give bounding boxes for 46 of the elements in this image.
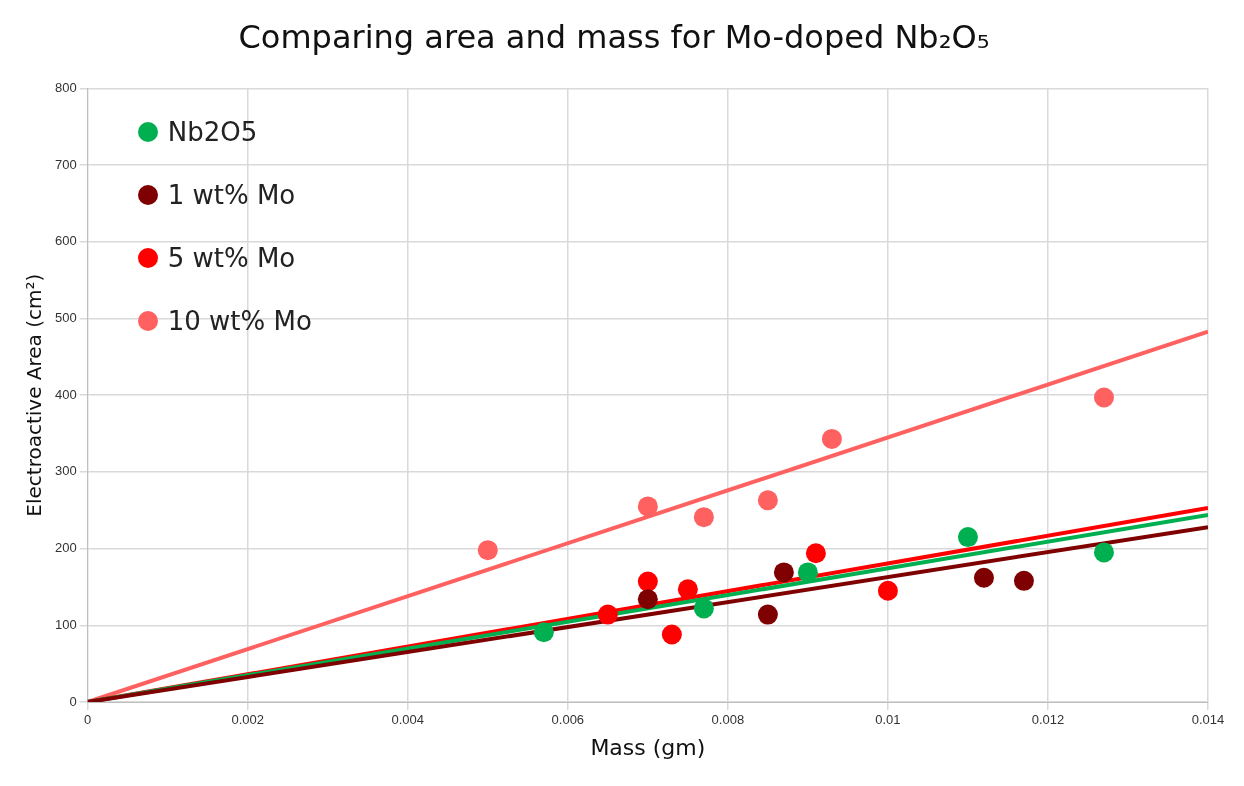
point — [637, 589, 658, 610]
point — [477, 540, 498, 561]
y-tick-label: 700 — [54, 156, 77, 172]
point — [637, 571, 658, 592]
point — [805, 543, 826, 564]
x-tick-label: 0.01 — [875, 712, 901, 728]
point — [821, 428, 842, 449]
point — [773, 562, 794, 583]
point — [757, 604, 778, 625]
x-tick-label: 0 — [84, 712, 92, 728]
x-tick-label: 0.014 — [1191, 712, 1225, 728]
legend-label: Nb2O5 — [167, 116, 258, 147]
y-tick-label: 0 — [69, 693, 77, 709]
y-axis-title: Electroactive Area (cm²) — [22, 273, 47, 517]
x-tick-label: 0.004 — [391, 712, 425, 728]
y-tick-label: 300 — [54, 463, 77, 479]
point — [661, 624, 682, 645]
x-tick-label: 0.008 — [711, 712, 745, 728]
y-tick-label: 800 — [54, 79, 77, 95]
legend-label: 1 wt% Mo — [167, 179, 296, 210]
y-tick-label: 100 — [54, 616, 77, 632]
x-axis-title: Mass (gm) — [590, 734, 706, 760]
point — [973, 567, 994, 588]
x-tick-label: 0.006 — [551, 712, 585, 728]
point — [693, 507, 714, 528]
point — [797, 562, 818, 583]
y-tick-label: 600 — [54, 233, 77, 249]
x-tick-label: 0.012 — [1031, 712, 1065, 728]
point — [677, 579, 698, 600]
point — [533, 622, 554, 643]
x-tick-label: 0.002 — [231, 712, 265, 728]
y-tick-label: 200 — [54, 540, 77, 556]
point — [1093, 542, 1114, 563]
legend-label: 10 wt% Mo — [167, 305, 312, 336]
point — [637, 496, 658, 517]
point — [1093, 387, 1114, 408]
chart-title: Comparing area and mass for Mo-doped Nb₂O₅ — [238, 17, 990, 56]
point — [1013, 570, 1034, 591]
point — [957, 527, 978, 548]
point — [597, 604, 618, 625]
point — [757, 490, 778, 511]
legend-label: 5 wt% Mo — [167, 242, 296, 273]
y-tick-label: 400 — [54, 386, 77, 402]
point — [693, 598, 714, 619]
y-tick-label: 500 — [54, 310, 77, 326]
point — [877, 580, 898, 601]
